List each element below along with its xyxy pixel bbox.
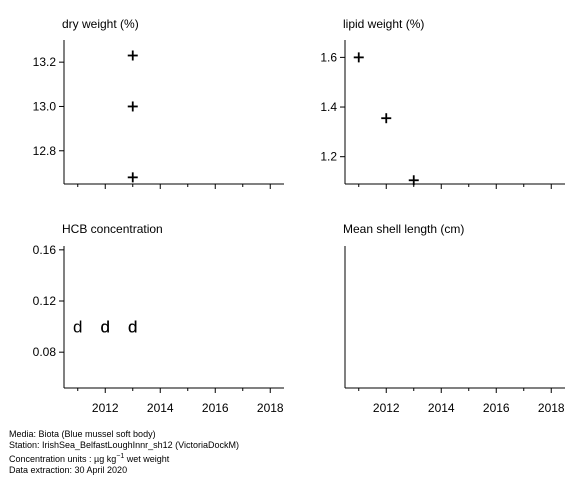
x-tick-label: 2014: [147, 401, 174, 415]
footer-units-suffix: wet weight: [124, 454, 170, 464]
y-tick-label: 12.8: [33, 144, 57, 158]
y-tick-label: 0.08: [33, 345, 57, 359]
panel-4: Mean shell length (cm) 2012 2014 2016 2018: [343, 222, 565, 415]
footer-extraction: Data extraction: 30 April 2020: [9, 465, 128, 475]
footer-media: Media: Biota (Blue mussel soft body): [9, 429, 156, 439]
x-tick-label: 2014: [428, 401, 455, 415]
data-point: [127, 101, 138, 112]
x-tick-label: 2016: [483, 401, 510, 415]
y-tick-label: 1.6: [320, 50, 337, 64]
data-point: [381, 113, 392, 124]
y-tick-label: 0.16: [33, 243, 57, 257]
data-point: [127, 50, 138, 61]
footer-station: Station: IrishSea_BelfastLoughInnr_sh12 …: [9, 440, 239, 450]
panel-title: dry weight (%): [62, 17, 139, 31]
x-tick-label: 2016: [202, 401, 229, 415]
data-point: d: [128, 318, 137, 337]
data-point: [127, 172, 138, 183]
footer-units: Concentration units : µg kg−1 wet weight: [9, 451, 239, 465]
footer-units-prefix: Concentration units : µg kg: [9, 454, 117, 464]
panel-1: dry weight (%) 12.8 13.0 13.2: [33, 17, 284, 189]
y-tick-label: 13.0: [33, 99, 57, 113]
x-tick-label: 2012: [92, 401, 119, 415]
data-point: [408, 175, 419, 186]
data-point: d: [128, 318, 137, 337]
data-point: d: [73, 318, 82, 337]
y-tick-label: 13.2: [33, 55, 57, 69]
y-tick-label: 0.12: [33, 294, 57, 308]
y-tick-label: 1.4: [320, 100, 337, 114]
footer-units-exponent: −1: [116, 453, 125, 460]
panel-3: HCB concentration 2012 2014 2016 2018 0.08 0.1…: [33, 222, 284, 415]
x-tick-label: 2018: [538, 401, 565, 415]
footer-notes: Media: Biota (Blue mussel soft body) Sta…: [9, 429, 239, 476]
x-tick-label: 2012: [373, 401, 400, 415]
panel-title: HCB concentration: [62, 222, 163, 236]
y-tick-label: 1.2: [320, 150, 337, 164]
data-point: d: [101, 318, 110, 337]
panel-title: Mean shell length (cm): [343, 222, 464, 236]
data-point: [353, 52, 364, 63]
panel-title: lipid weight (%): [343, 17, 424, 31]
x-tick-label: 2018: [257, 401, 284, 415]
data-point: d: [101, 318, 110, 337]
panel-2: lipid weight (%) 1.2 1.4 1.6: [320, 17, 565, 189]
